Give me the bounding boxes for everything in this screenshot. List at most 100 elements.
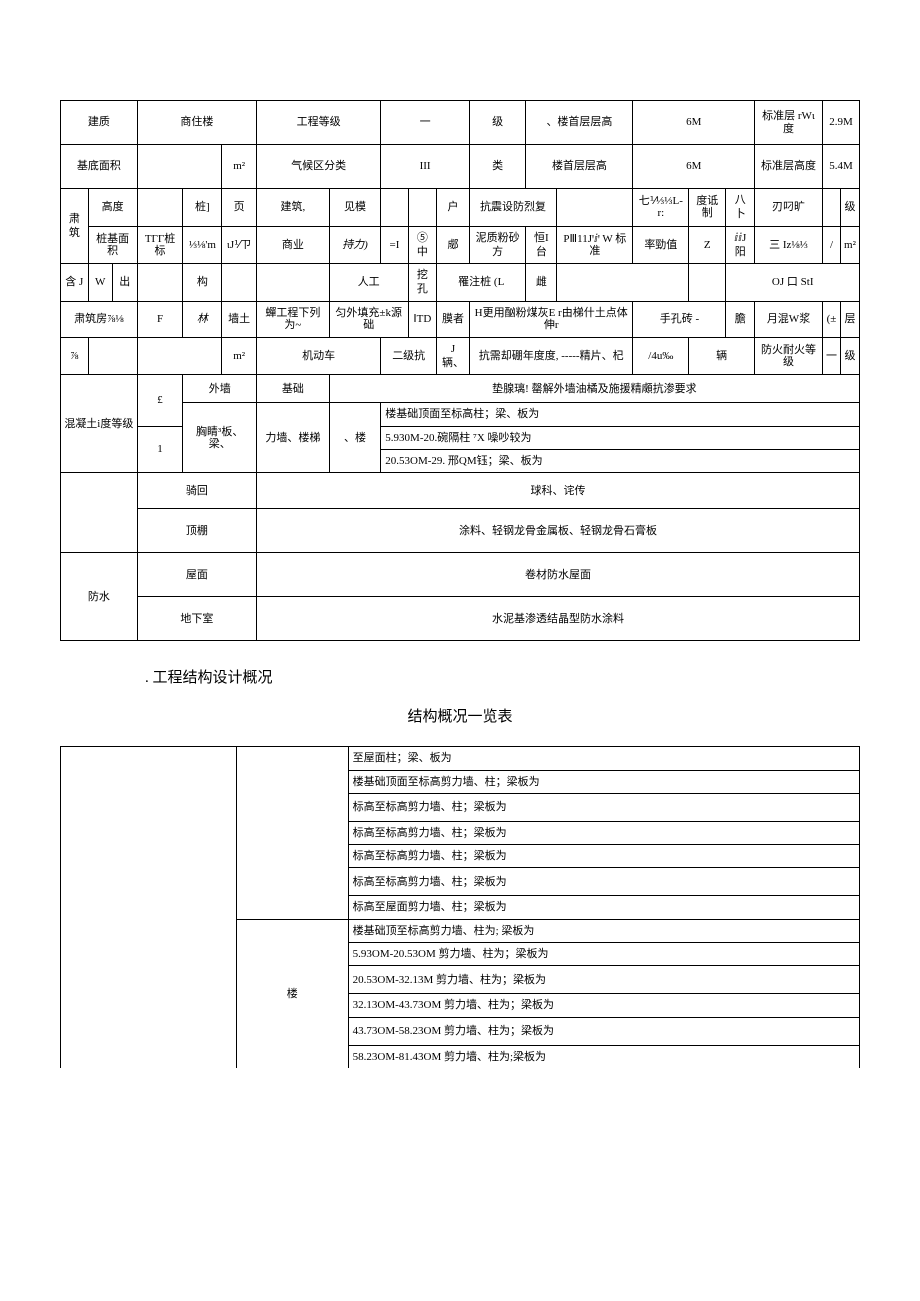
cell: 屋面: [137, 553, 256, 597]
cell: 建质: [61, 101, 138, 145]
cell: 手孔砖 -: [633, 301, 726, 337]
cell: ⑤中: [408, 226, 436, 264]
cell: 1: [137, 426, 183, 473]
cell: m²: [840, 226, 859, 264]
cell: 肃筑: [61, 189, 89, 264]
cell: 户: [437, 189, 470, 227]
cell: [257, 264, 330, 302]
cell: W: [88, 264, 112, 302]
cell: ⅞: [61, 337, 89, 375]
cell: 罹注桩 (L: [437, 264, 526, 302]
cell: =I: [381, 226, 408, 264]
cell: 气候区分类: [257, 145, 381, 189]
cell: [61, 473, 138, 553]
cell: [236, 747, 348, 919]
cell: 膜者: [437, 301, 470, 337]
cell: 刃叼旷: [755, 189, 823, 227]
cell: 力墙、楼梯: [257, 403, 330, 473]
cell: 人工: [329, 264, 408, 302]
cell: 标高至标高剪力墙、柱；梁板为: [348, 845, 859, 868]
cell: 垫腺璃! 罄解外墙油橘及施援精顑抗渗要求: [329, 375, 859, 403]
cell: 三 Iz⅛⅓: [755, 226, 823, 264]
cell: 建筑,: [257, 189, 330, 227]
cell: m²: [222, 337, 257, 375]
cell: [689, 264, 726, 302]
cell: 出: [112, 264, 137, 302]
cell: 球科、诧传: [257, 473, 860, 509]
cell: [88, 337, 137, 375]
cell: 抗震设防烈复: [469, 189, 556, 227]
section-heading-2: 结构概况一览表: [60, 705, 860, 726]
cell: 雌: [526, 264, 557, 302]
cell: 商业: [257, 226, 330, 264]
cell: 外墙: [183, 375, 257, 403]
cell: 标高至标高剪力墙、柱；梁板为: [348, 793, 859, 821]
cell: H更用酗粉煤灰E r由梯什土点体伸r: [469, 301, 633, 337]
cell: [222, 264, 257, 302]
cell: 20.53OM-29. 邢QM钰；梁、板为: [381, 449, 860, 472]
cell: ιJ⅟ㄗ: [222, 226, 257, 264]
cell: 楼首层层高: [526, 145, 633, 189]
cell: 地下室: [137, 597, 256, 641]
cell: 标准层高度: [755, 145, 823, 189]
cell: 月混W浆: [755, 301, 823, 337]
cell: [61, 747, 237, 1068]
cell: 泥质粉砂方: [469, 226, 526, 264]
cell: 水泥基渗透结晶型防水涂料: [257, 597, 860, 641]
cell: 涂料、轻钢龙骨金属板、轻钢龙骨石膏板: [257, 509, 860, 553]
cell: [822, 189, 840, 227]
cell: 桩基面积: [88, 226, 137, 264]
cell: OJ 口 StI: [726, 264, 860, 302]
table-project-overview: 建质 商住楼 工程等级 一 级 、楼首层层高 6M 标准层 rWι度 2.9M …: [60, 100, 860, 641]
cell: 、楼: [329, 403, 381, 473]
cell: [137, 189, 183, 227]
cell: 标准层 rWι度: [755, 101, 823, 145]
cell: 挖孔: [408, 264, 436, 302]
cell: 恒I台: [526, 226, 557, 264]
cell: 6M: [633, 101, 755, 145]
cell: 持力): [329, 226, 381, 264]
cell: 桩]: [183, 189, 222, 227]
cell: 八卜: [726, 189, 755, 227]
cell: ⅓⅛'m: [183, 226, 222, 264]
cell: 2.9M: [822, 101, 859, 145]
cell: TГГ桩标: [137, 226, 183, 264]
cell: 20.53OM-32.13M 剪力墙、柱为；梁板为: [348, 966, 859, 994]
cell: 含 J: [61, 264, 89, 302]
cell: 5.93OM-20.53OM 剪力墙、柱为；梁板为: [348, 943, 859, 966]
cell: (±: [822, 301, 840, 337]
cell: 七⅟⅓⅓L-r:: [633, 189, 689, 227]
cell: 至屋面柱；梁、板为: [348, 747, 859, 770]
cell: /4u‰: [633, 337, 689, 375]
cell: 二级抗: [381, 337, 437, 375]
cell: 基础: [257, 375, 330, 403]
cell: 卷材防水屋面: [257, 553, 860, 597]
cell: 类: [469, 145, 526, 189]
cell: 商住楼: [137, 101, 256, 145]
cell: 骑回: [137, 473, 256, 509]
cell: 楼: [236, 919, 348, 1068]
cell: [381, 189, 408, 227]
cell: Z: [689, 226, 726, 264]
cell: 高度: [88, 189, 137, 227]
cell: 基底面积: [61, 145, 138, 189]
cell: III: [381, 145, 470, 189]
cell: [408, 189, 436, 227]
cell: 43.73OM-58.23OM 剪力墙、柱为；梁板为: [348, 1017, 859, 1045]
cell: 墙土: [222, 301, 257, 337]
cell: 防火耐火等级: [755, 337, 823, 375]
cell: 58.23OM-81.43OM 剪力墙、柱为;梁板为: [348, 1045, 859, 1068]
cell: 胸睛³板、梁、: [183, 403, 257, 473]
cell: 32.13OM-43.73OM 剪力墙、柱为；梁板为: [348, 994, 859, 1017]
cell: [557, 189, 633, 227]
cell: 页: [222, 189, 257, 227]
cell: 一: [822, 337, 840, 375]
cell: [557, 264, 689, 302]
table-structure-overview: 至屋面柱；梁、板为 楼基础顶面至标高剪力墙、柱；梁板为 标高至标高剪力墙、柱；梁…: [60, 746, 860, 1068]
cell: 层: [840, 301, 859, 337]
cell: ⅠTD: [408, 301, 436, 337]
cell: 肃筑房⅞⅛: [61, 301, 138, 337]
cell: [137, 337, 222, 375]
cell: ⅈⅈJ阳: [726, 226, 755, 264]
cell: 6M: [633, 145, 755, 189]
